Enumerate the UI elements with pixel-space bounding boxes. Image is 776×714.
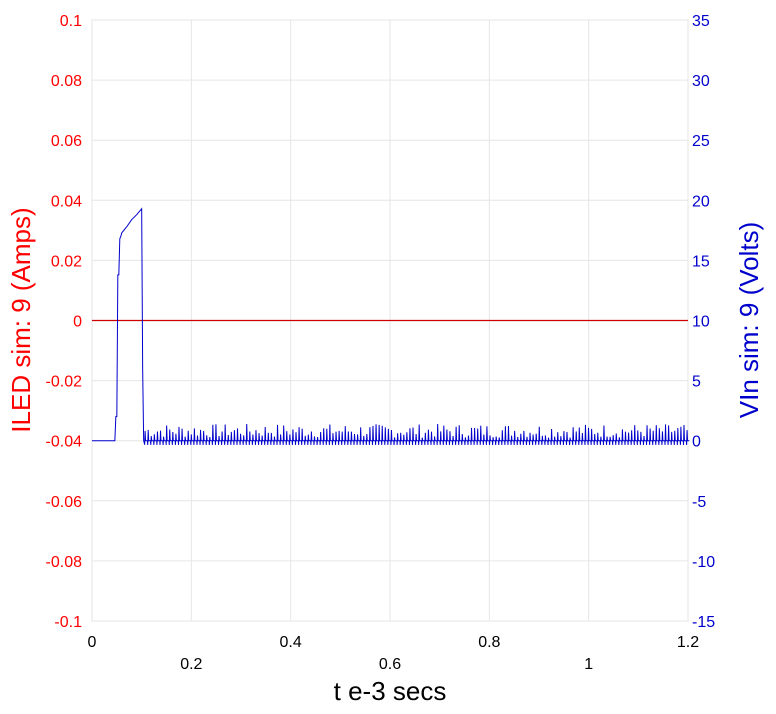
left-tick-label: -0.02 [46, 374, 83, 391]
right-tick-label: -15 [692, 614, 715, 631]
x-tick-label: 0 [88, 634, 97, 651]
x-tick-label: 1 [584, 656, 593, 673]
left-tick-label: 0 [73, 314, 82, 331]
x-tick-label: 1.2 [677, 634, 699, 651]
x-tick-label: 0.2 [180, 656, 202, 673]
series-vin-line [92, 207, 690, 445]
right-tick-label: 0 [692, 434, 701, 451]
x-axis-title: t e-3 secs [334, 676, 447, 706]
right-tick-label: 30 [692, 73, 710, 90]
right-axis-title: VIn sim: 9 (Volts) [734, 222, 764, 419]
left-tick-label: 0.06 [51, 133, 82, 150]
right-tick-label: 5 [692, 374, 701, 391]
left-tick-label: -0.06 [46, 494, 83, 511]
left-tick-label: 0.1 [60, 13, 82, 30]
left-tick-label: -0.04 [46, 434, 83, 451]
grid-lines [91, 19, 689, 622]
left-axis-ticks: 0.1 0.08 0.06 0.04 0.02 0 -0.02 -0.04 -0.06 -0.08… [46, 13, 83, 631]
x-tick-label: 0.8 [478, 634, 500, 651]
series-vin [92, 207, 690, 445]
x-tick-label: 0.6 [379, 656, 401, 673]
right-tick-label: 25 [692, 133, 710, 150]
left-axis-title: ILED sim: 9 (Amps) [6, 207, 36, 432]
left-tick-label: 0.02 [51, 253, 82, 270]
left-tick-label: 0.04 [51, 193, 82, 210]
right-tick-label: 20 [692, 193, 710, 210]
right-tick-label: 15 [692, 253, 710, 270]
right-axis-ticks: 35 30 25 20 15 10 5 0 -5 -10 -15 [692, 13, 715, 631]
left-tick-label: -0.08 [46, 554, 83, 571]
left-tick-label: 0.08 [51, 73, 82, 90]
right-tick-label: 35 [692, 13, 710, 30]
x-tick-label: 0.4 [280, 634, 302, 651]
right-tick-label: -10 [692, 554, 715, 571]
right-tick-label: 10 [692, 314, 710, 331]
x-axis-ticks: 0 0.2 0.4 0.6 0.8 1 1.2 [88, 634, 700, 673]
left-tick-label: -0.1 [54, 614, 82, 631]
right-tick-label: -5 [692, 494, 706, 511]
